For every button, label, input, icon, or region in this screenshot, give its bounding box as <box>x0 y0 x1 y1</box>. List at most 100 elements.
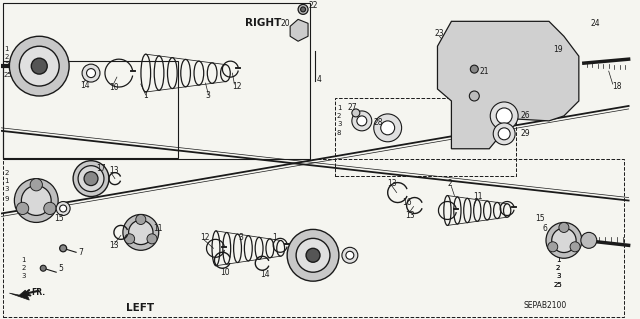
Text: 2: 2 <box>21 265 26 271</box>
Polygon shape <box>10 290 29 300</box>
Circle shape <box>546 222 582 258</box>
Circle shape <box>493 123 515 145</box>
Bar <box>3 61 178 158</box>
Circle shape <box>559 222 569 233</box>
Text: 3: 3 <box>21 273 26 279</box>
Circle shape <box>374 114 402 142</box>
Text: 15: 15 <box>535 214 545 223</box>
Text: 2: 2 <box>4 170 9 176</box>
Circle shape <box>125 234 134 244</box>
Text: 21: 21 <box>479 67 489 76</box>
Circle shape <box>84 172 98 186</box>
Text: 16: 16 <box>403 198 412 207</box>
Polygon shape <box>290 19 308 41</box>
Text: 3: 3 <box>4 186 9 192</box>
Circle shape <box>19 46 59 86</box>
Text: 9: 9 <box>4 196 9 202</box>
Text: 23: 23 <box>435 29 444 38</box>
Text: 5: 5 <box>58 264 63 273</box>
Text: 26: 26 <box>520 111 530 120</box>
Circle shape <box>381 121 395 135</box>
Text: 12: 12 <box>200 233 210 242</box>
Text: 24: 24 <box>591 19 600 28</box>
Text: 17: 17 <box>96 164 106 173</box>
Circle shape <box>470 65 478 73</box>
Circle shape <box>346 251 354 259</box>
Text: 14: 14 <box>260 270 270 279</box>
Circle shape <box>17 202 29 215</box>
Circle shape <box>298 4 308 14</box>
Text: 1: 1 <box>143 92 148 100</box>
Circle shape <box>496 108 512 124</box>
Text: 3: 3 <box>205 92 211 100</box>
Bar <box>3 4 310 159</box>
Text: RIGHT: RIGHT <box>245 18 282 28</box>
Circle shape <box>82 64 100 82</box>
Circle shape <box>306 248 320 262</box>
Text: 3: 3 <box>337 121 341 127</box>
Circle shape <box>498 128 510 140</box>
Circle shape <box>469 91 479 101</box>
Circle shape <box>352 111 372 131</box>
Circle shape <box>30 179 42 191</box>
Circle shape <box>60 245 67 252</box>
Text: 28: 28 <box>374 118 383 127</box>
Circle shape <box>10 36 69 96</box>
Text: 22: 22 <box>308 1 317 10</box>
Text: 2: 2 <box>447 179 452 188</box>
Text: SEPAB2100: SEPAB2100 <box>523 300 566 309</box>
Text: 11: 11 <box>474 192 483 201</box>
Text: 20: 20 <box>280 19 290 28</box>
Circle shape <box>570 242 580 252</box>
Circle shape <box>552 228 576 253</box>
Circle shape <box>136 214 146 225</box>
Text: 1: 1 <box>337 105 341 111</box>
Text: 27: 27 <box>348 103 358 112</box>
Circle shape <box>287 229 339 281</box>
Circle shape <box>147 234 157 244</box>
Text: 1: 1 <box>556 257 561 263</box>
Text: 2: 2 <box>4 54 9 60</box>
Text: 2: 2 <box>556 265 561 271</box>
Text: 10: 10 <box>220 268 230 277</box>
Polygon shape <box>438 21 579 149</box>
Text: 6: 6 <box>542 224 547 233</box>
Circle shape <box>548 242 557 252</box>
Circle shape <box>86 69 95 78</box>
Text: 13: 13 <box>109 166 118 175</box>
Text: 25: 25 <box>3 72 12 78</box>
Circle shape <box>296 238 330 272</box>
Text: 2: 2 <box>556 265 561 271</box>
Circle shape <box>31 58 47 74</box>
Text: 15: 15 <box>54 214 64 223</box>
Text: 3: 3 <box>556 273 561 279</box>
Circle shape <box>78 166 104 192</box>
Circle shape <box>490 102 518 130</box>
Text: 12: 12 <box>232 82 242 91</box>
Circle shape <box>129 220 153 245</box>
Text: 13: 13 <box>406 211 415 220</box>
Text: 11: 11 <box>153 224 163 233</box>
Text: LEFT: LEFT <box>126 303 154 313</box>
Circle shape <box>581 232 596 248</box>
Circle shape <box>301 7 305 12</box>
Text: 19: 19 <box>553 45 563 54</box>
Bar <box>3 159 623 317</box>
Text: 2: 2 <box>337 113 341 119</box>
Text: 25: 25 <box>554 282 563 288</box>
Text: 1: 1 <box>272 233 277 242</box>
Text: 25: 25 <box>554 282 563 288</box>
Text: 13: 13 <box>388 179 397 188</box>
Circle shape <box>123 214 159 250</box>
Circle shape <box>14 179 58 222</box>
Text: 7: 7 <box>78 248 83 257</box>
Circle shape <box>44 202 56 215</box>
Circle shape <box>40 265 46 271</box>
Text: 1: 1 <box>4 178 9 184</box>
Text: 29: 29 <box>520 129 530 138</box>
Text: 14: 14 <box>80 80 90 90</box>
Circle shape <box>357 116 367 126</box>
Text: 3: 3 <box>556 273 561 279</box>
Text: 18: 18 <box>612 82 622 91</box>
Circle shape <box>60 205 67 212</box>
